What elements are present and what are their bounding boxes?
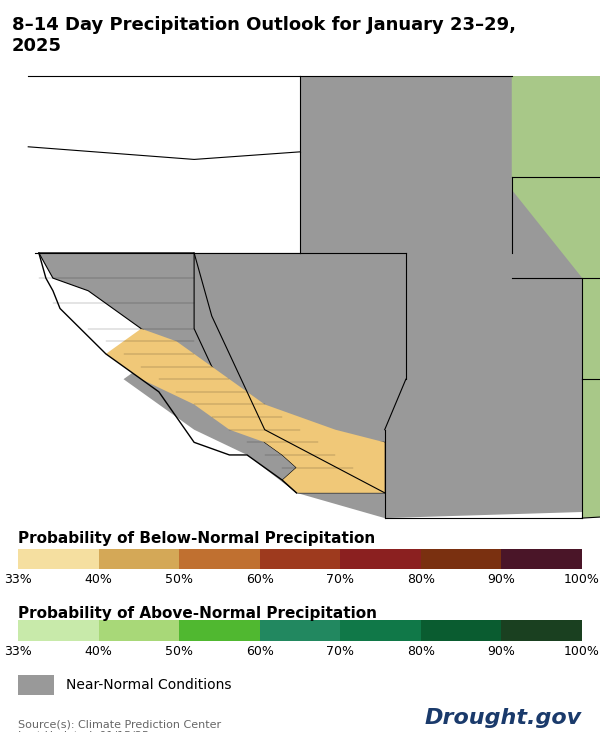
Bar <box>18 549 98 569</box>
Bar <box>18 620 98 640</box>
Text: Drought.gov: Drought.gov <box>425 708 582 728</box>
Text: 40%: 40% <box>85 645 113 657</box>
Text: 80%: 80% <box>407 573 435 586</box>
Bar <box>421 549 502 569</box>
Text: 70%: 70% <box>326 645 354 657</box>
Polygon shape <box>39 253 385 493</box>
Bar <box>260 549 340 569</box>
Bar <box>340 620 421 640</box>
Bar <box>421 620 502 640</box>
Bar <box>98 620 179 640</box>
Text: Probability of Above-Normal Precipitation: Probability of Above-Normal Precipitatio… <box>18 606 377 621</box>
Text: 50%: 50% <box>165 573 193 586</box>
Polygon shape <box>0 64 600 518</box>
Text: 33%: 33% <box>4 573 32 586</box>
Bar <box>18 675 54 695</box>
Text: 80%: 80% <box>407 645 435 657</box>
Polygon shape <box>106 329 385 493</box>
Bar <box>502 620 582 640</box>
Text: 90%: 90% <box>487 645 515 657</box>
Bar <box>179 549 260 569</box>
Bar <box>98 549 179 569</box>
Text: Near-Normal Conditions: Near-Normal Conditions <box>66 679 232 692</box>
Text: 70%: 70% <box>326 573 354 586</box>
Text: 50%: 50% <box>165 645 193 657</box>
Polygon shape <box>28 76 600 518</box>
Bar <box>179 620 260 640</box>
Text: 8–14 Day Precipitation Outlook for January 23–29,
2025: 8–14 Day Precipitation Outlook for Janua… <box>12 16 516 55</box>
Text: 60%: 60% <box>246 573 274 586</box>
Text: 60%: 60% <box>246 645 274 657</box>
Bar <box>502 549 582 569</box>
Text: 90%: 90% <box>487 573 515 586</box>
Polygon shape <box>441 76 600 518</box>
Text: 33%: 33% <box>4 645 32 657</box>
Text: 100%: 100% <box>564 573 600 586</box>
Text: 40%: 40% <box>85 573 113 586</box>
Text: Source(s): Climate Prediction Center
Last Updated: 01/15/25: Source(s): Climate Prediction Center Las… <box>18 720 221 732</box>
Text: 100%: 100% <box>564 645 600 657</box>
Bar <box>260 620 340 640</box>
Text: Probability of Below-Normal Precipitation: Probability of Below-Normal Precipitatio… <box>18 531 375 545</box>
Bar <box>340 549 421 569</box>
